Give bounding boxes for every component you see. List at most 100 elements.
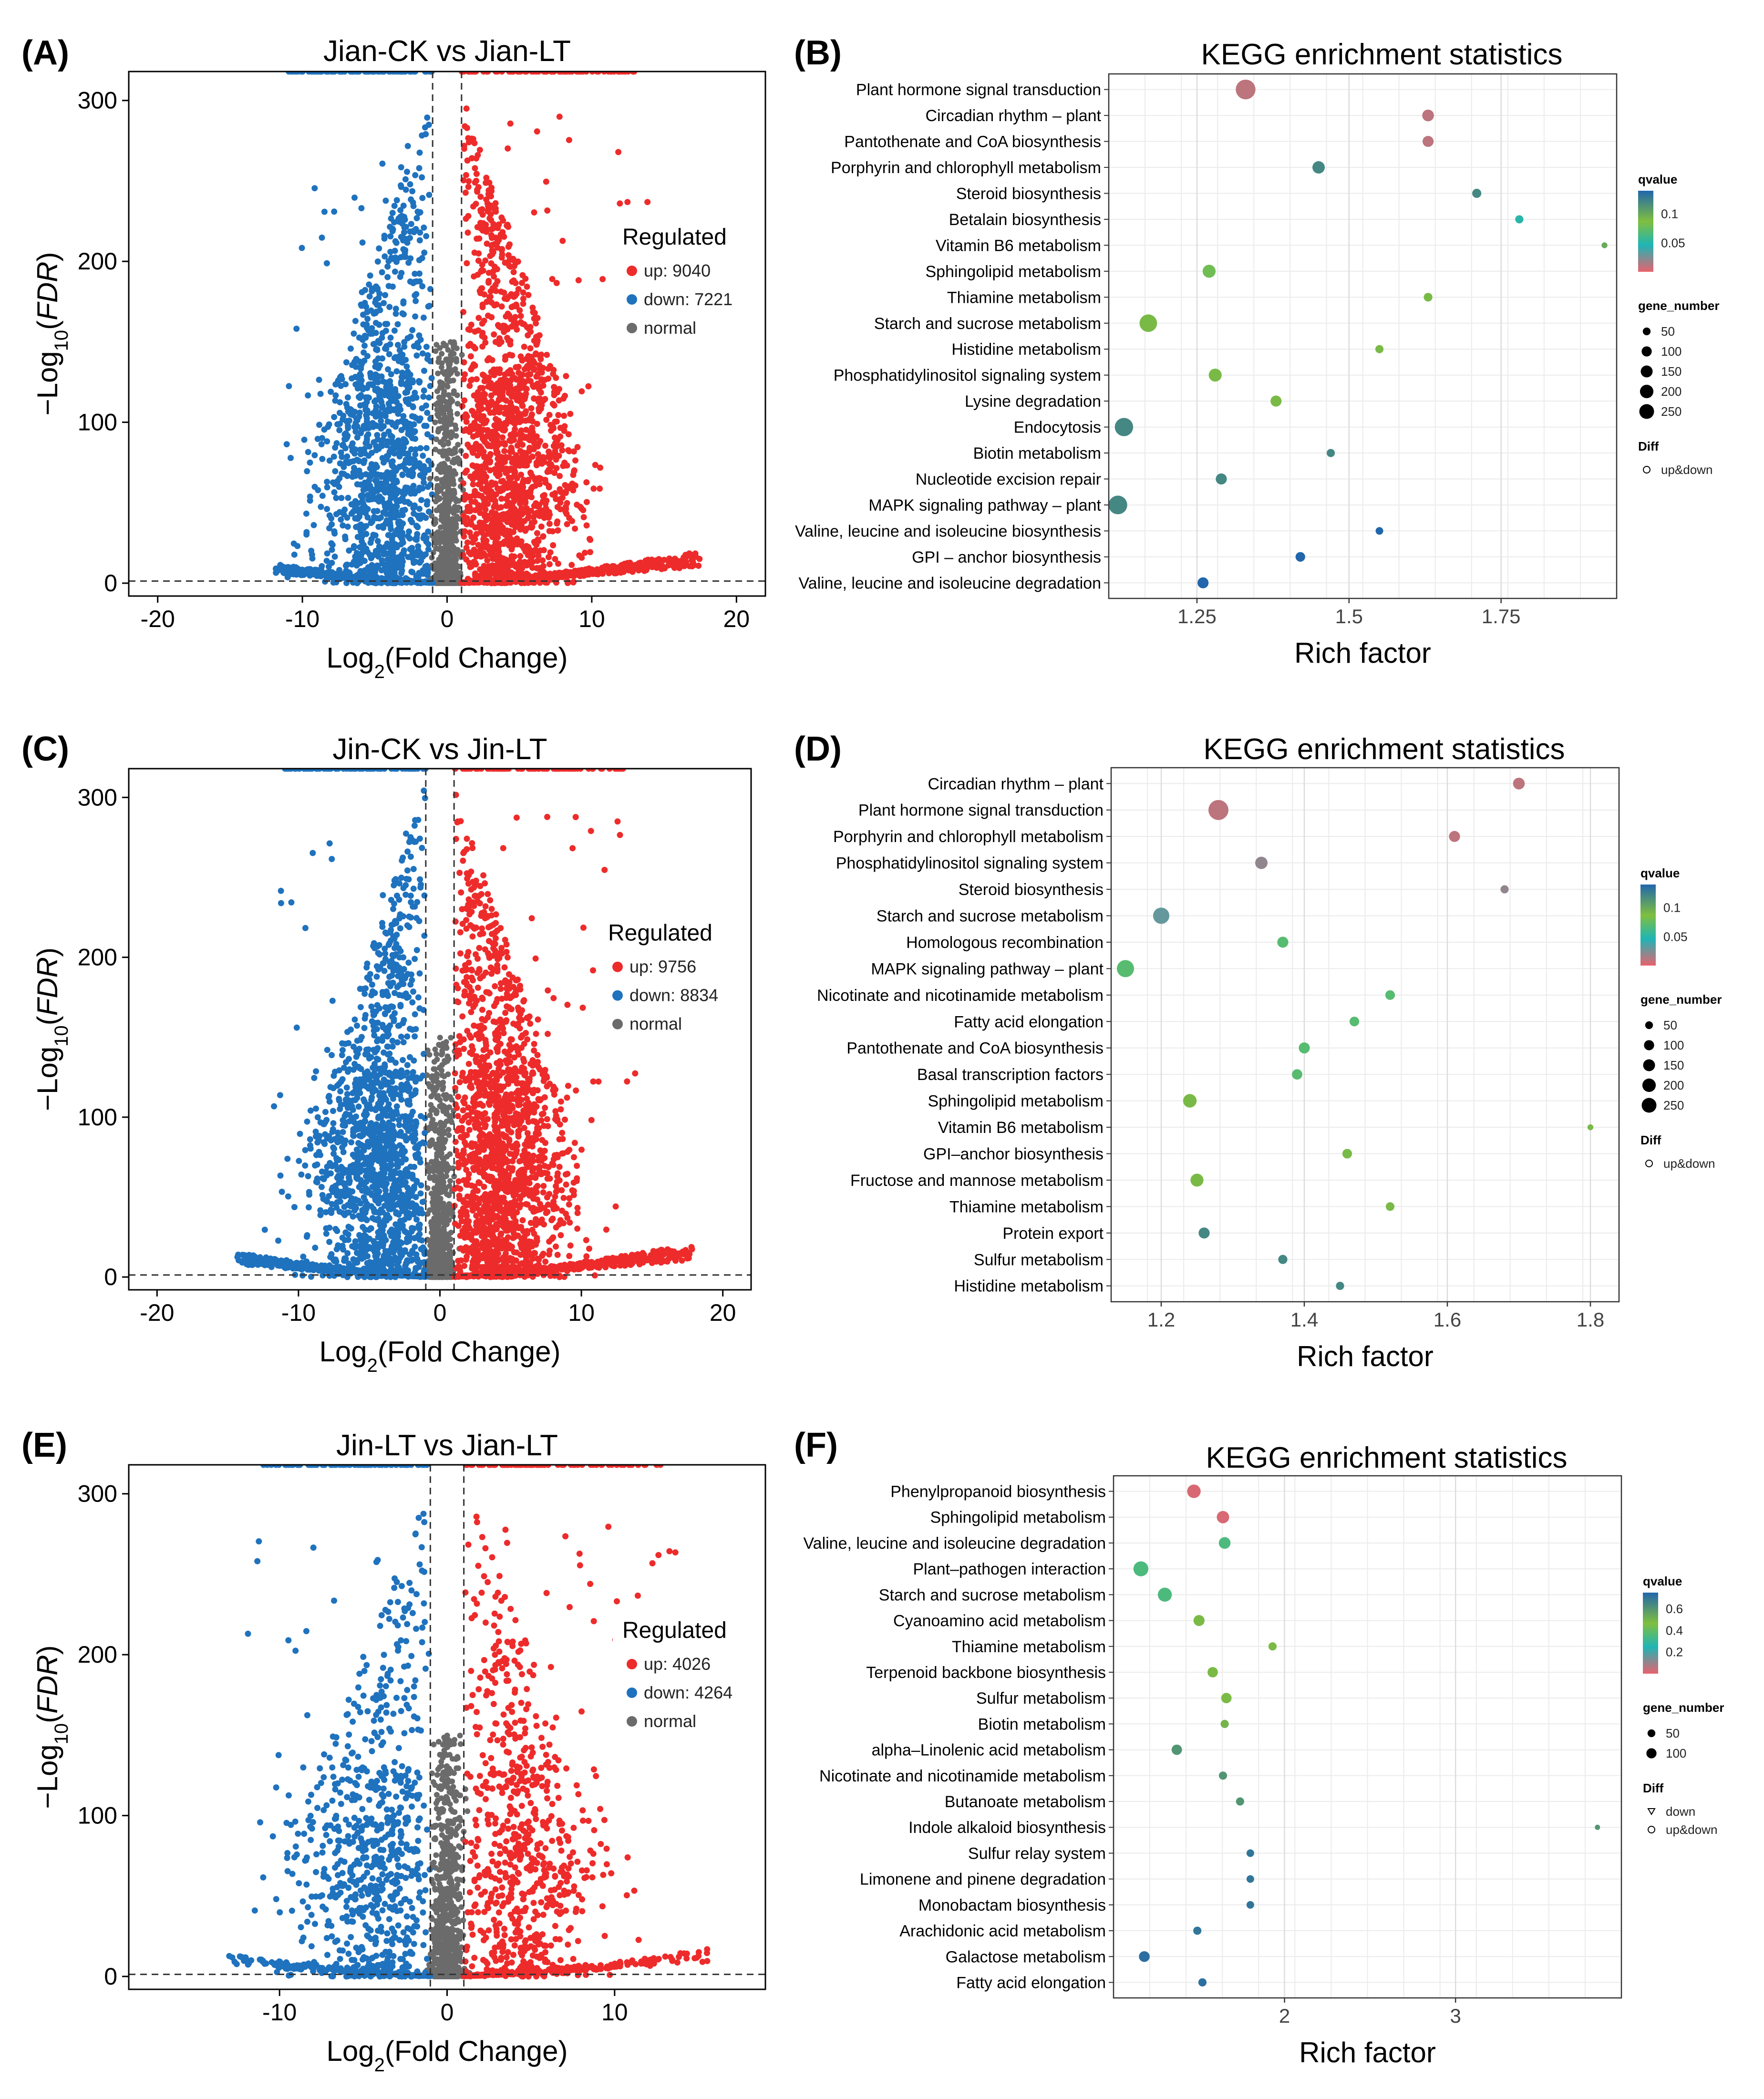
point-down: [408, 456, 414, 463]
point-up: [486, 453, 493, 459]
point-up: [463, 172, 469, 178]
y-axis-title-part: ): [31, 252, 63, 262]
point-normal: [433, 520, 439, 526]
point-down: [419, 132, 425, 139]
point-up: [506, 478, 513, 485]
point-up: [529, 418, 536, 424]
point-down: [412, 435, 419, 442]
point-up: [537, 475, 544, 482]
point-up: [523, 427, 529, 433]
point-up: [471, 273, 477, 280]
point-down: [403, 363, 410, 370]
point-up: [511, 471, 518, 478]
point-down: [301, 436, 308, 443]
point-up: [529, 453, 536, 460]
point-up: [625, 72, 631, 75]
point-up: [517, 526, 524, 533]
legend-label: up: 9040: [644, 261, 711, 280]
point-up: [541, 377, 548, 383]
point-down: [282, 569, 289, 576]
point-up: [562, 482, 568, 488]
point-up: [508, 323, 515, 330]
point-down: [425, 122, 432, 128]
point-down: [399, 507, 406, 514]
charts-layer: Jian-CK vs Jian-LT-20 -10 0 10 200100200300L…: [31, 35, 1724, 2076]
point-down: [387, 334, 394, 341]
point-up: [586, 535, 593, 542]
point-up: [528, 520, 535, 526]
point-down: [372, 532, 379, 539]
x-tick-label: 20: [723, 606, 750, 632]
point-down: [414, 208, 421, 215]
point-down: [367, 330, 373, 337]
point-up: [536, 510, 543, 516]
point-normal: [445, 378, 452, 384]
point-up: [568, 72, 575, 75]
point-down: [386, 404, 392, 411]
point-down: [392, 467, 399, 474]
point-down: [349, 362, 355, 368]
point-up: [518, 505, 525, 512]
point-normal: [433, 476, 440, 482]
point-down: [414, 524, 421, 530]
point-down: [347, 72, 354, 75]
point-up: [493, 503, 499, 510]
point-down: [386, 351, 392, 358]
point-down: [399, 489, 405, 495]
point-up: [511, 263, 517, 269]
point-down: [424, 431, 431, 438]
point-normal: [445, 441, 451, 447]
point-up: [522, 417, 529, 424]
point-down: [362, 407, 369, 413]
point-up: [523, 525, 530, 532]
point-down: [404, 335, 411, 341]
point-up: [482, 257, 489, 264]
point-down: [374, 432, 381, 438]
point-up: [527, 345, 534, 351]
point-normal: [435, 426, 442, 432]
point-normal: [437, 545, 443, 551]
point-down: [371, 514, 377, 520]
point-normal: [456, 461, 463, 467]
point-down: [374, 422, 381, 429]
point-normal: [443, 403, 449, 410]
point-normal: [437, 485, 444, 491]
point-down: [382, 504, 389, 511]
point-up: [578, 505, 585, 512]
point-down: [318, 566, 324, 572]
point-down: [407, 181, 413, 187]
point-up: [541, 510, 548, 517]
point-up: [531, 395, 537, 402]
point-down: [381, 300, 387, 307]
point-up: [553, 456, 559, 463]
point-up: [564, 521, 570, 527]
point-normal: [441, 576, 447, 582]
point-up: [492, 200, 499, 206]
point-up: [465, 184, 472, 190]
point-down: [352, 446, 359, 453]
point-up: [512, 574, 518, 580]
point-down: [378, 567, 385, 574]
point-up: [509, 539, 516, 546]
point-down: [423, 343, 430, 350]
point-up: [517, 553, 524, 559]
point-down: [361, 479, 368, 486]
point-down: [316, 377, 322, 383]
point-up: [561, 423, 568, 430]
point-up: [471, 249, 478, 256]
point-normal: [448, 416, 454, 422]
point-down: [374, 494, 381, 501]
point-up: [495, 467, 502, 473]
point-down: [416, 237, 423, 244]
point-down: [412, 292, 418, 299]
point-down: [314, 573, 321, 579]
point-up: [464, 413, 470, 420]
point-up: [486, 179, 493, 186]
point-up: [578, 388, 585, 395]
y-axis-title-part: FDR: [31, 262, 63, 320]
point-down: [309, 555, 316, 562]
point-up: [570, 578, 577, 585]
point-down: [396, 347, 403, 353]
point-up: [553, 418, 560, 425]
point-down: [416, 379, 423, 386]
